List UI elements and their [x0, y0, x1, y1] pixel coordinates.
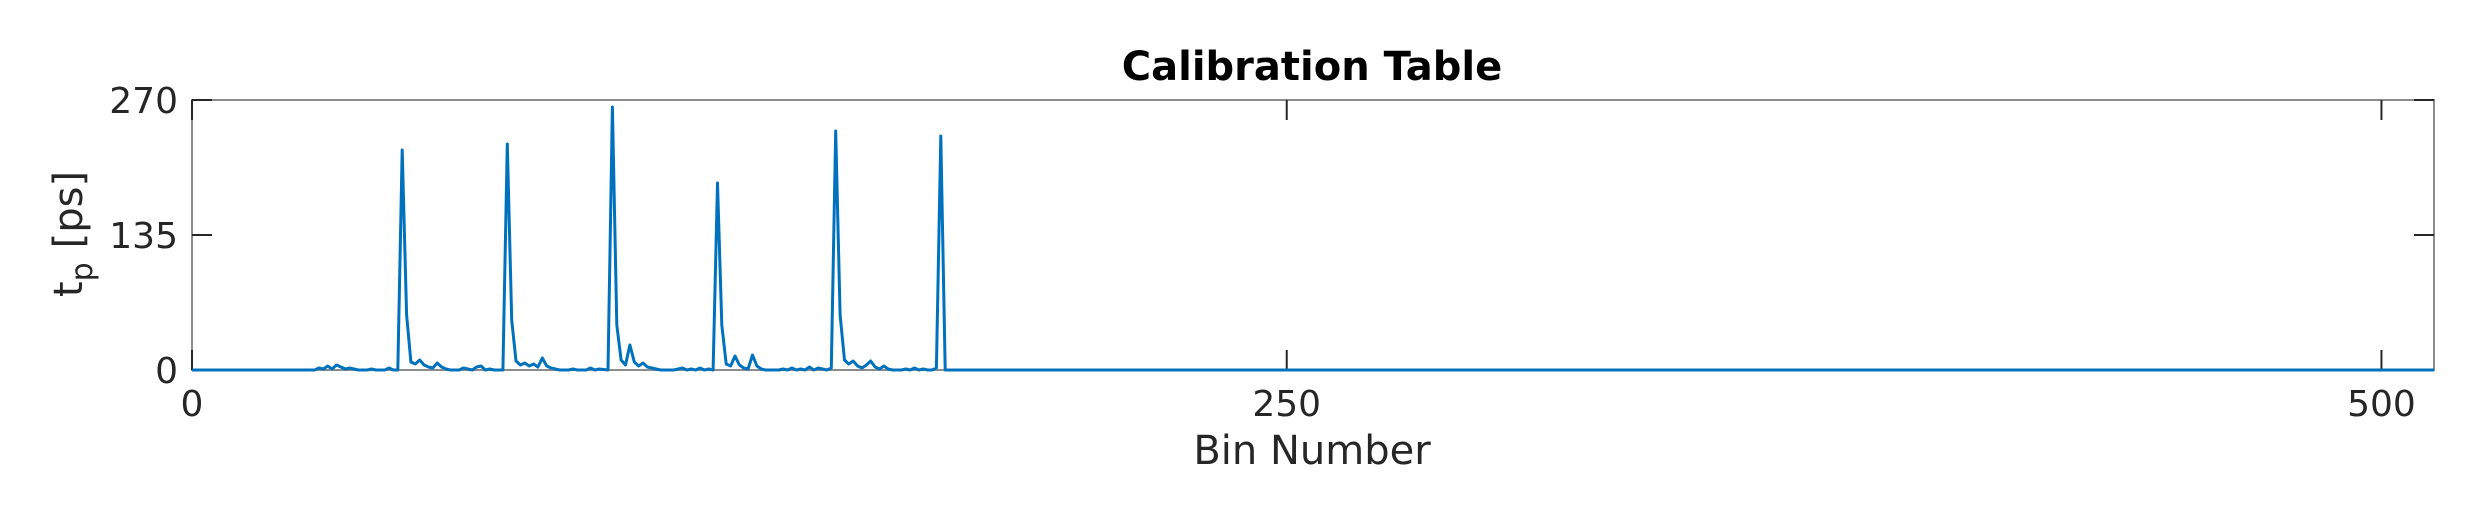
x-axis-label: Bin Number	[1193, 428, 1431, 474]
y-axis-label-unit: [ps]	[46, 171, 92, 248]
x-tick-label: 500	[2347, 384, 2416, 425]
y-axis-label: tp [ps]	[46, 171, 100, 297]
x-tick-label: 0	[181, 384, 204, 425]
y-tick-label: 0	[155, 351, 178, 392]
y-tick-label: 135	[109, 216, 178, 257]
plot-area	[191, 99, 2435, 372]
y-tick-label: 270	[109, 81, 178, 122]
y-tick-labels: 0 135 270	[109, 81, 178, 392]
y-axis-label-subscript: p	[65, 262, 100, 281]
chart-title: Calibration Table	[1122, 44, 1502, 90]
x-tick-labels: 0 250 500	[181, 384, 2416, 425]
series-line	[192, 105, 2434, 372]
y-axis-label-main: t	[46, 281, 92, 297]
x-tick-label: 250	[1252, 384, 1321, 425]
